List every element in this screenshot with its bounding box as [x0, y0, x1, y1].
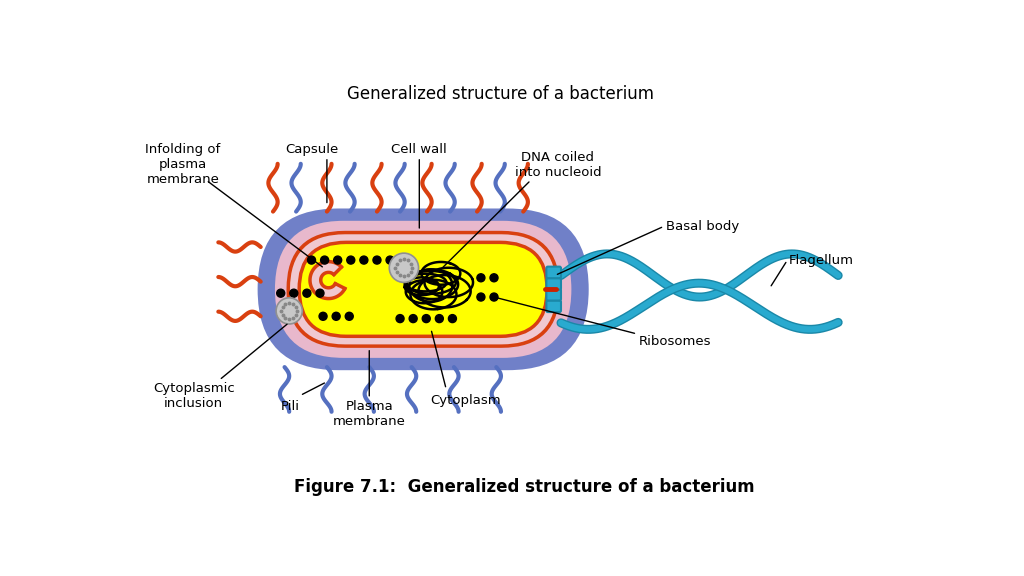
Circle shape	[290, 308, 298, 316]
Text: Cytoplasm: Cytoplasm	[430, 395, 501, 407]
Text: Plasma
membrane: Plasma membrane	[333, 400, 406, 428]
Text: Cytoplasmic
inclusion: Cytoplasmic inclusion	[153, 382, 234, 410]
Circle shape	[359, 256, 368, 264]
Polygon shape	[310, 262, 345, 298]
Circle shape	[386, 256, 394, 264]
Circle shape	[276, 308, 285, 316]
Circle shape	[477, 293, 485, 301]
Text: Infolding of
plasma
membrane: Infolding of plasma membrane	[145, 143, 220, 186]
FancyBboxPatch shape	[290, 234, 556, 344]
FancyBboxPatch shape	[547, 278, 561, 290]
FancyBboxPatch shape	[547, 301, 561, 312]
FancyBboxPatch shape	[274, 221, 571, 358]
FancyBboxPatch shape	[258, 209, 589, 370]
Circle shape	[303, 289, 311, 297]
Circle shape	[321, 256, 329, 264]
Circle shape	[334, 256, 342, 264]
Circle shape	[276, 298, 302, 324]
Circle shape	[477, 274, 485, 282]
Circle shape	[389, 253, 419, 282]
Circle shape	[316, 289, 324, 297]
Circle shape	[435, 314, 443, 323]
Circle shape	[396, 314, 404, 323]
FancyBboxPatch shape	[299, 242, 547, 336]
FancyBboxPatch shape	[547, 267, 561, 278]
Circle shape	[422, 314, 430, 323]
Text: Basal body: Basal body	[666, 219, 739, 233]
FancyBboxPatch shape	[287, 231, 560, 348]
Circle shape	[347, 256, 354, 264]
Text: Flagellum: Flagellum	[788, 253, 854, 267]
Circle shape	[307, 256, 315, 264]
Circle shape	[449, 314, 457, 323]
FancyBboxPatch shape	[547, 289, 561, 301]
Text: Generalized structure of a bacterium: Generalized structure of a bacterium	[347, 85, 653, 103]
Circle shape	[490, 274, 498, 282]
Text: Ribosomes: Ribosomes	[639, 335, 712, 348]
Circle shape	[345, 312, 353, 320]
Circle shape	[290, 289, 298, 297]
Circle shape	[373, 256, 381, 264]
Circle shape	[319, 312, 327, 320]
Text: Pili: Pili	[282, 400, 300, 413]
Text: Cell wall: Cell wall	[391, 143, 447, 156]
Circle shape	[332, 312, 340, 320]
Text: Capsule: Capsule	[285, 143, 338, 156]
Text: Figure 7.1:  Generalized structure of a bacterium: Figure 7.1: Generalized structure of a b…	[295, 478, 755, 496]
Circle shape	[276, 289, 285, 297]
Text: DNA coiled
into nucleoid: DNA coiled into nucleoid	[515, 150, 601, 179]
Circle shape	[410, 314, 417, 323]
Circle shape	[490, 293, 498, 301]
